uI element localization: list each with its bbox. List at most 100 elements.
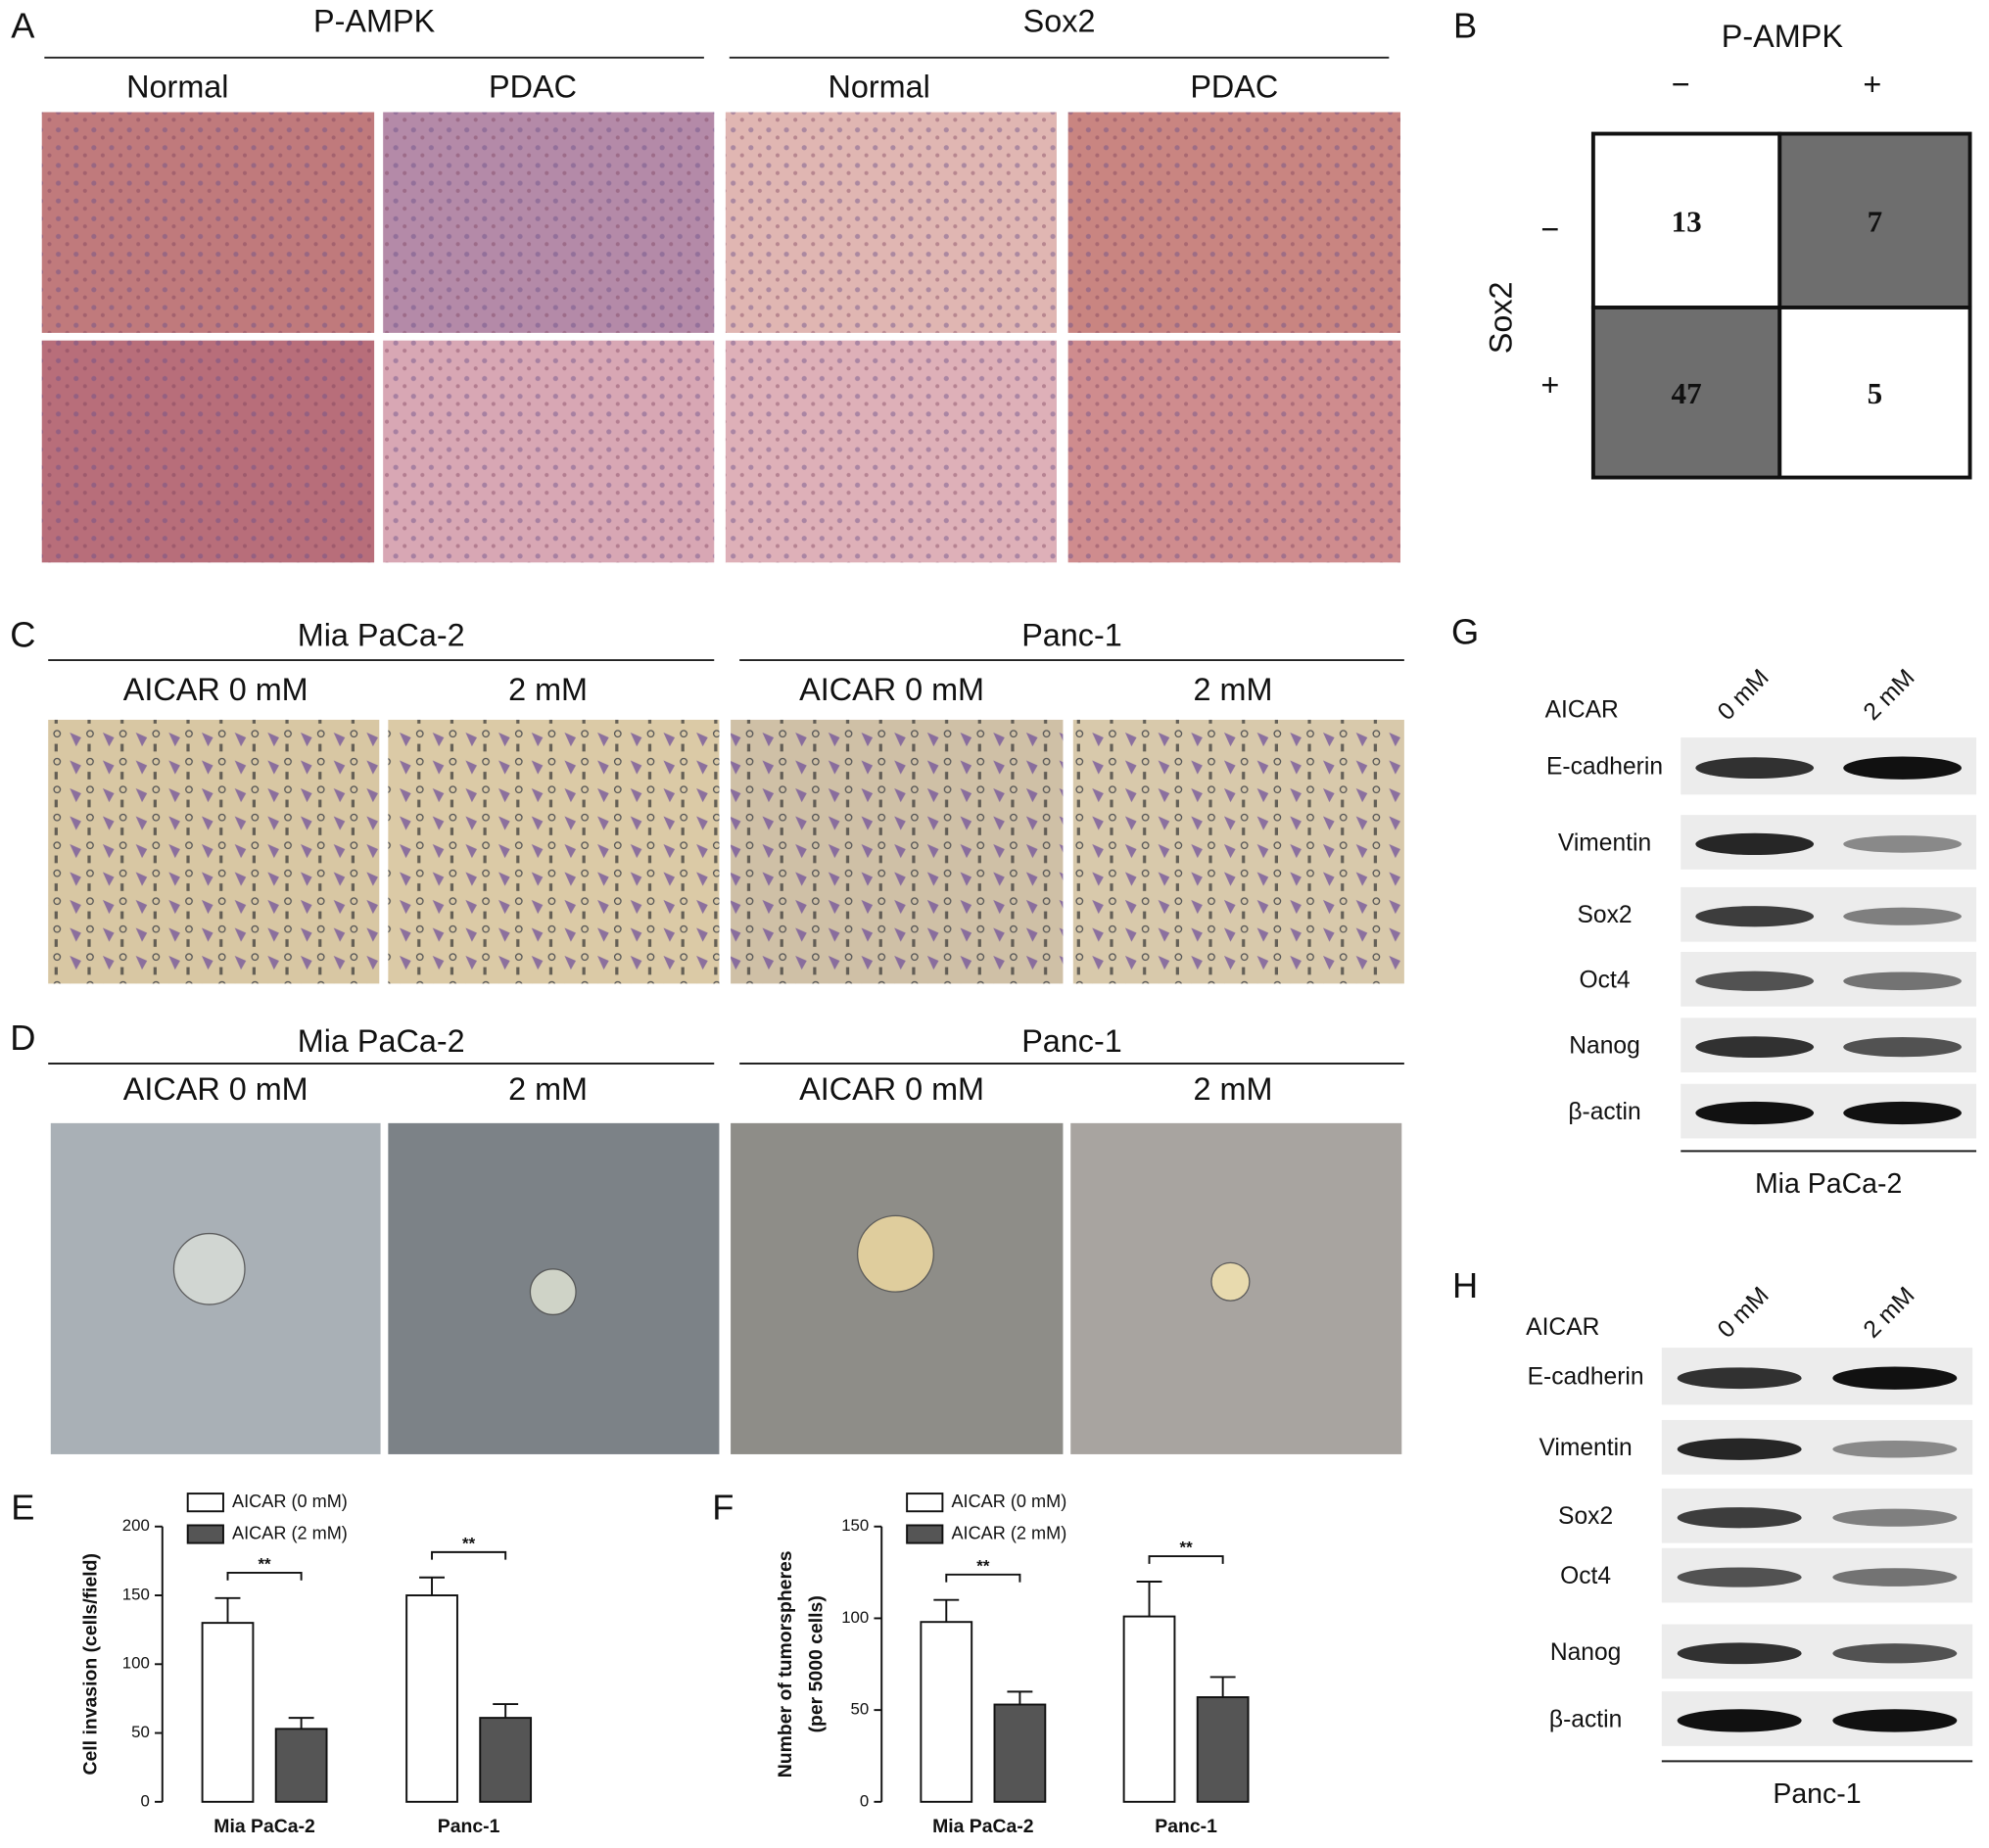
legend-label: AICAR (2 mM) (951, 1523, 1066, 1542)
significance-label: ** (1180, 1539, 1194, 1557)
group-title: Sox2 (1023, 3, 1096, 38)
protein-label: E-cadherin (1546, 754, 1663, 781)
legend-swatch (906, 1524, 944, 1544)
error-bar (493, 1703, 519, 1719)
column-label: 2 mM (1194, 1071, 1273, 1107)
tumorsphere (856, 1214, 934, 1293)
protein-label: β-actin (1568, 1099, 1640, 1125)
group-title: P-AMPK (313, 3, 436, 38)
blot-band (1677, 1709, 1802, 1732)
blot-band (1677, 1367, 1802, 1390)
column-sign: − (1672, 67, 1690, 102)
column-label: AICAR 0 mM (123, 1071, 308, 1107)
micrograph-texture (383, 340, 715, 563)
y-tick-label: 100 (122, 1654, 150, 1673)
protein-label: Oct4 (1580, 967, 1631, 993)
blot-band (1843, 756, 1962, 780)
cell-count: 7 (1868, 204, 1883, 238)
error-bar (419, 1576, 445, 1596)
error-bar (1007, 1690, 1033, 1705)
y-tick-label: 150 (122, 1585, 150, 1603)
blot-band (1843, 1037, 1962, 1058)
group-title: Panc-1 (1021, 617, 1122, 652)
protein-label: E-cadherin (1528, 1364, 1644, 1391)
blot-band (1843, 1101, 1962, 1125)
contingency-cell (1590, 306, 1782, 480)
error-bar (1136, 1581, 1162, 1617)
treatment-label: AICAR (1526, 1314, 1599, 1341)
contingency-cell (1777, 306, 1972, 480)
x-tick-label: Mia PaCa-2 (213, 1816, 315, 1837)
error-bar (288, 1717, 314, 1730)
column-label: 2 mM (508, 1071, 588, 1107)
bar (993, 1703, 1047, 1803)
protein-label: β-actin (1549, 1706, 1622, 1732)
cell-count: 47 (1672, 376, 1702, 410)
bar (920, 1621, 973, 1803)
panel-label: G (1451, 612, 1479, 652)
panel-label: B (1453, 6, 1477, 46)
micrograph-texture (48, 719, 380, 984)
column-label: AICAR 0 mM (799, 1071, 984, 1107)
legend-label: AICAR (0 mM) (232, 1492, 348, 1511)
blot-band (1832, 1508, 1958, 1527)
tumorsphere (529, 1268, 577, 1316)
micrograph-texture (1067, 112, 1400, 333)
y-tick-label: 0 (140, 1791, 149, 1810)
protein-label: Vimentin (1558, 829, 1651, 856)
column-label: AICAR 0 mM (123, 672, 308, 707)
legend-label: AICAR (2 mM) (232, 1523, 348, 1542)
cell-count: 5 (1868, 376, 1883, 410)
blot-band (1677, 1567, 1802, 1587)
lane-label: 2 mM (1859, 664, 1920, 726)
group-title: Panc-1 (1021, 1023, 1122, 1059)
legend-swatch (906, 1493, 944, 1513)
cell-count: 13 (1672, 204, 1702, 238)
blot-band (1832, 1366, 1958, 1390)
blot-band (1843, 835, 1962, 853)
panel-label: C (10, 614, 35, 654)
column-label: Normal (126, 70, 228, 105)
micrograph-texture (388, 719, 720, 984)
micrograph-texture (731, 719, 1064, 984)
protein-label: Sox2 (1558, 1503, 1613, 1530)
blot-band (1695, 832, 1815, 856)
protein-label: Oct4 (1560, 1563, 1611, 1589)
blot-band (1695, 1036, 1815, 1059)
y-tick-label: 100 (841, 1608, 869, 1627)
panel-label: E (11, 1487, 34, 1527)
legend-swatch (186, 1524, 224, 1544)
x-tick-label: Panc-1 (438, 1816, 500, 1837)
blot-band (1843, 907, 1962, 925)
column-label: Normal (828, 70, 929, 105)
significance-label: ** (976, 1556, 990, 1575)
panel-label: A (11, 6, 35, 46)
blot-band (1677, 1642, 1802, 1665)
protein-label: Nanog (1569, 1033, 1640, 1060)
y-tick-label: 200 (122, 1516, 150, 1535)
column-sign: + (1863, 67, 1881, 102)
y-tick-label: 50 (851, 1700, 870, 1719)
protein-label: Vimentin (1539, 1435, 1632, 1461)
panel-label: H (1452, 1265, 1478, 1305)
blot-band (1832, 1568, 1958, 1587)
x-tick-label: Mia PaCa-2 (932, 1816, 1034, 1837)
blot-band (1695, 971, 1815, 991)
treatment-label: AICAR (1545, 696, 1619, 723)
micrograph-texture (41, 112, 375, 333)
significance-bracket (226, 1571, 303, 1581)
significance-bracket (1148, 1555, 1224, 1564)
y-tick-label: 50 (131, 1723, 150, 1741)
blot-band (1677, 1438, 1802, 1460)
blot-band (1695, 906, 1815, 927)
group-title: Mia PaCa-2 (298, 1023, 465, 1059)
blot-band (1695, 757, 1815, 780)
significance-bracket (431, 1550, 507, 1560)
blot-band (1832, 1709, 1958, 1732)
lane-label: 0 mM (1713, 1282, 1775, 1344)
group-title: Mia PaCa-2 (298, 617, 465, 652)
blot-band (1843, 971, 1962, 991)
error-bar (1209, 1676, 1236, 1698)
